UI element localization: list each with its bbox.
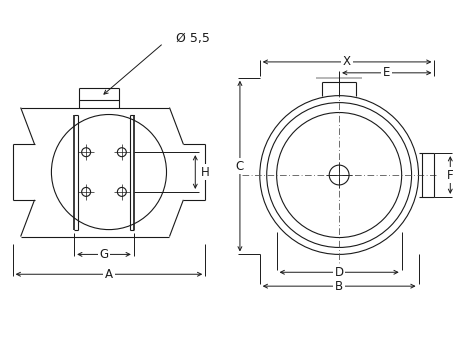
Text: H: H	[201, 166, 210, 178]
Text: F: F	[447, 169, 454, 181]
Text: B: B	[335, 280, 343, 293]
Text: X: X	[343, 55, 351, 69]
Text: Ø 5,5: Ø 5,5	[176, 32, 210, 45]
Text: D: D	[334, 266, 344, 279]
Text: G: G	[99, 248, 109, 261]
Text: A: A	[105, 268, 113, 281]
Text: C: C	[236, 160, 244, 172]
Text: E: E	[383, 66, 390, 79]
